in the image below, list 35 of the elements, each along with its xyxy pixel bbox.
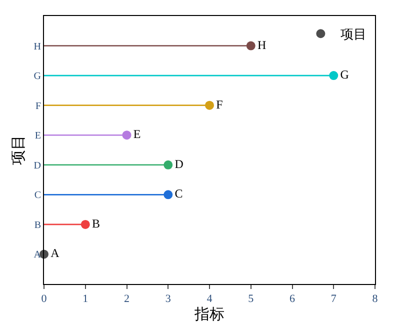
y-tick-label: A [34, 250, 42, 261]
legend-label: 项目 [340, 28, 367, 43]
x-axis-title: 指标 [194, 305, 224, 324]
y-axis-title: 项目 [9, 135, 28, 165]
x-tick-label: 7 [330, 293, 337, 306]
y-tick-label: D [34, 160, 41, 172]
x-tick-label: 6 [290, 293, 296, 306]
x-tick-label: 8 [372, 293, 378, 306]
point [246, 41, 256, 50]
x-tick-label: 0 [41, 293, 48, 306]
y-tick-label: B [34, 220, 42, 231]
y-tick-label: C [34, 190, 42, 202]
data-label: A [50, 246, 60, 260]
x-tick-label: 5 [248, 293, 254, 306]
y-tick-label: H [34, 41, 41, 52]
point [122, 130, 132, 140]
point [164, 190, 173, 200]
point [80, 220, 90, 229]
point [164, 160, 173, 170]
x-tick-label: 2 [124, 293, 130, 306]
data-label: H [258, 38, 267, 52]
x-tick-label: 4 [206, 293, 213, 306]
point [329, 71, 338, 80]
point [205, 100, 214, 110]
y-tick-label: F [35, 100, 42, 112]
data-label: E [133, 127, 141, 142]
y-tick-label: E [34, 130, 41, 142]
data-label: F [216, 97, 224, 112]
y-tick-label: G [34, 71, 41, 82]
x-tick-label: 3 [165, 293, 172, 306]
data-label: G [340, 68, 350, 82]
data-label: D [174, 156, 184, 171]
data-label: B [92, 216, 100, 230]
data-label: C [174, 186, 183, 201]
x-tick-label: 1 [82, 293, 88, 306]
